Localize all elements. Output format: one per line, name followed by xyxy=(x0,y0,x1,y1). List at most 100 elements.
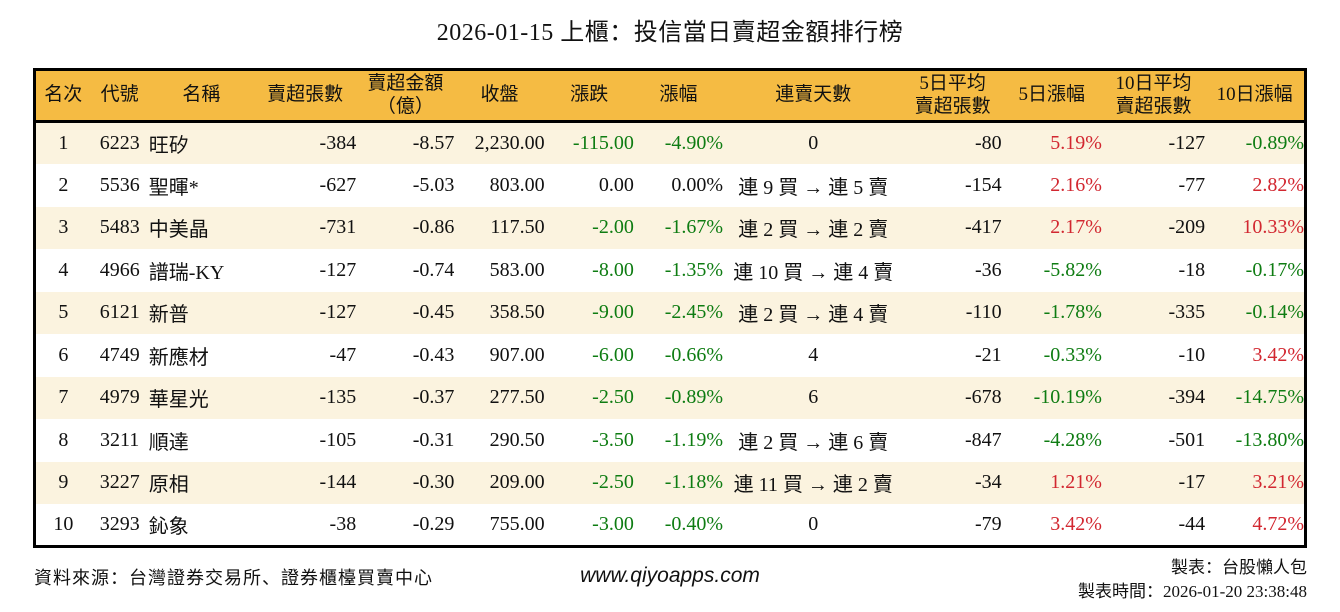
website-text: www.qiyoapps.com xyxy=(580,564,760,587)
cell-avg5-lots: -80 xyxy=(975,132,1002,154)
cell-change-pct: -1.35% xyxy=(664,258,724,281)
cell-avg5-lots: -417 xyxy=(965,216,1002,239)
header-row: 名次 代號 名稱 賣超張數 賣超金額 （億） 收盤 漲跌 漲幅 連賣天數 5日平均 賣超張數 5日漲… xyxy=(34,69,1306,123)
table-row: 7 4979 華星光 -135 -0.37 277.50 -2.50 -0.89% 6 -678 -… xyxy=(34,376,1306,419)
cell-name: 旺矽 xyxy=(148,135,189,157)
cell-change-pct: -4.90% xyxy=(664,132,724,154)
cell-net-sell-lots: -127 xyxy=(319,301,357,324)
cell-net-sell-amount: -0.74 xyxy=(412,258,455,281)
table-header: 名次 代號 名稱 賣超張數 賣超金額 （億） 收盤 漲跌 漲幅 連賣天數 5日平均 賣超張數 5日漲… xyxy=(34,69,1306,123)
cell-change-pct: -1.19% xyxy=(664,428,724,451)
cell-avg5-lots: -36 xyxy=(975,258,1002,281)
cell-change-pct: -1.67% xyxy=(664,216,724,239)
cell-code: 5536 xyxy=(99,173,140,196)
cell-avg10-lots: -44 xyxy=(1178,513,1206,535)
cell-change: -115.00 xyxy=(572,132,634,154)
cell-pct10: 3.42% xyxy=(1252,343,1304,366)
cell-change: -2.00 xyxy=(592,216,634,239)
cell-name: 鈊象 xyxy=(148,516,189,538)
cell-pct5: -1.78% xyxy=(1043,301,1102,324)
cell-change: -2.50 xyxy=(592,471,634,494)
cell-avg5-lots: -34 xyxy=(975,471,1002,494)
column-header-avg5-lots: 5日平均 賣超張數 xyxy=(903,69,1002,123)
cell-rank: 7 xyxy=(58,386,69,409)
cell-pct10: -0.17% xyxy=(1245,258,1304,281)
cell-rank: 5 xyxy=(58,301,69,324)
generated-time: 製表時間：2026-01-20 23:38:48 xyxy=(1077,582,1307,601)
credits: 製表：台股懶人包 製表時間：2026-01-20 23:38:48 xyxy=(1078,556,1307,604)
column-header-net-sell-lots: 賣超張數 xyxy=(253,69,357,123)
cell-avg10-lots: -17 xyxy=(1178,471,1206,494)
cell-change: 0.00 xyxy=(598,173,634,196)
cell-pct5: -4.28% xyxy=(1043,428,1102,451)
column-header-change-pct: 漲幅 xyxy=(633,69,724,123)
cell-code: 3211 xyxy=(100,428,140,451)
column-header-streak: 連賣天數 xyxy=(723,69,904,123)
cell-pct10: 3.21% xyxy=(1252,471,1304,494)
column-header-pct5: 5日漲幅 xyxy=(1001,69,1102,123)
cell-avg10-lots: -335 xyxy=(1168,301,1206,324)
cell-pct5: 2.16% xyxy=(1050,173,1102,196)
data-source: 資料來源：台灣證券交易所、證券櫃檯買賣中心 xyxy=(34,568,433,588)
cell-name: 新應材 xyxy=(148,346,209,369)
cell-close: 2,230.00 xyxy=(474,132,545,154)
table-row: 2 5536 聖暉* -627 -5.03 803.00 0.00 0.00% 連 9 買 → … xyxy=(34,164,1306,207)
cell-net-sell-amount: -0.86 xyxy=(412,216,455,239)
table-row: 3 5483 中美晶 -731 -0.86 117.50 -2.00 -1.67% 連 2 買 … xyxy=(34,206,1306,249)
cell-change-pct: -1.18% xyxy=(664,471,724,494)
cell-close: 117.50 xyxy=(490,216,545,239)
cell-net-sell-lots: -731 xyxy=(319,216,357,239)
cell-avg5-lots: -21 xyxy=(975,343,1002,366)
cell-code: 4966 xyxy=(99,258,140,281)
cell-rank: 3 xyxy=(58,216,69,239)
cell-avg5-lots: -110 xyxy=(965,301,1002,324)
cell-pct10: -0.89% xyxy=(1245,132,1304,154)
cell-net-sell-lots: -384 xyxy=(319,132,357,154)
cell-code: 3227 xyxy=(99,471,140,494)
cell-rank: 6 xyxy=(58,343,69,366)
cell-net-sell-amount: -5.03 xyxy=(412,173,455,196)
cell-change-pct: -2.45% xyxy=(664,301,724,324)
cell-avg5-lots: -847 xyxy=(965,428,1002,451)
cell-pct10: 2.82% xyxy=(1252,173,1304,196)
cell-pct5: 5.19% xyxy=(1050,132,1102,154)
table-row: 1 6223 旺矽 -384 -8.57 2,230.00 -115.00 -4.90% 0 -8… xyxy=(34,121,1306,164)
cell-net-sell-lots: -627 xyxy=(319,173,357,196)
cell-net-sell-lots: -127 xyxy=(319,258,357,281)
cell-rank: 8 xyxy=(58,428,69,451)
cell-name: 新普 xyxy=(148,304,189,327)
column-header-rank: 名次 xyxy=(34,69,91,123)
cell-avg10-lots: -394 xyxy=(1168,386,1206,409)
cell-code: 4749 xyxy=(99,343,140,366)
cell-code: 5483 xyxy=(99,216,140,239)
table-row: 5 6121 新普 -127 -0.45 358.50 -9.00 -2.45% 連 2 買 →… xyxy=(34,291,1306,334)
cell-net-sell-amount: -0.31 xyxy=(412,428,455,451)
cell-code: 4979 xyxy=(99,386,140,409)
cell-close: 907.00 xyxy=(489,343,545,366)
table-row: 9 3227 原相 -144 -0.30 209.00 -2.50 -1.18% 連 11 買 … xyxy=(34,461,1306,504)
cell-change: -6.00 xyxy=(592,343,634,366)
cell-pct5: 2.17% xyxy=(1050,216,1102,239)
column-header-code: 代號 xyxy=(90,69,149,123)
cell-close: 277.50 xyxy=(489,386,545,409)
cell-streak: 連 11 買 → 連 2 賣 xyxy=(733,474,893,497)
cell-name: 中美晶 xyxy=(148,219,209,242)
cell-avg10-lots: -501 xyxy=(1168,428,1206,451)
cell-streak: 連 2 買 → 連 2 賣 xyxy=(738,219,889,242)
cell-streak: 連 9 買 → 連 5 賣 xyxy=(738,176,889,199)
cell-pct10: -0.14% xyxy=(1245,301,1304,324)
cell-rank: 10 xyxy=(53,513,74,535)
cell-change: -3.00 xyxy=(592,513,634,535)
cell-streak: 4 xyxy=(808,343,819,366)
cell-close: 803.00 xyxy=(489,173,545,196)
cell-streak: 0 xyxy=(808,513,819,535)
cell-pct5: -5.82% xyxy=(1043,258,1102,281)
cell-pct5: 3.42% xyxy=(1050,513,1102,535)
column-header-pct10: 10日漲幅 xyxy=(1205,69,1306,123)
cell-change: -8.00 xyxy=(592,258,634,281)
cell-net-sell-amount: -8.57 xyxy=(412,132,455,154)
cell-name: 聖暉* xyxy=(148,176,199,199)
cell-net-sell-lots: -135 xyxy=(319,386,357,409)
cell-change-pct: 0.00% xyxy=(671,173,724,196)
